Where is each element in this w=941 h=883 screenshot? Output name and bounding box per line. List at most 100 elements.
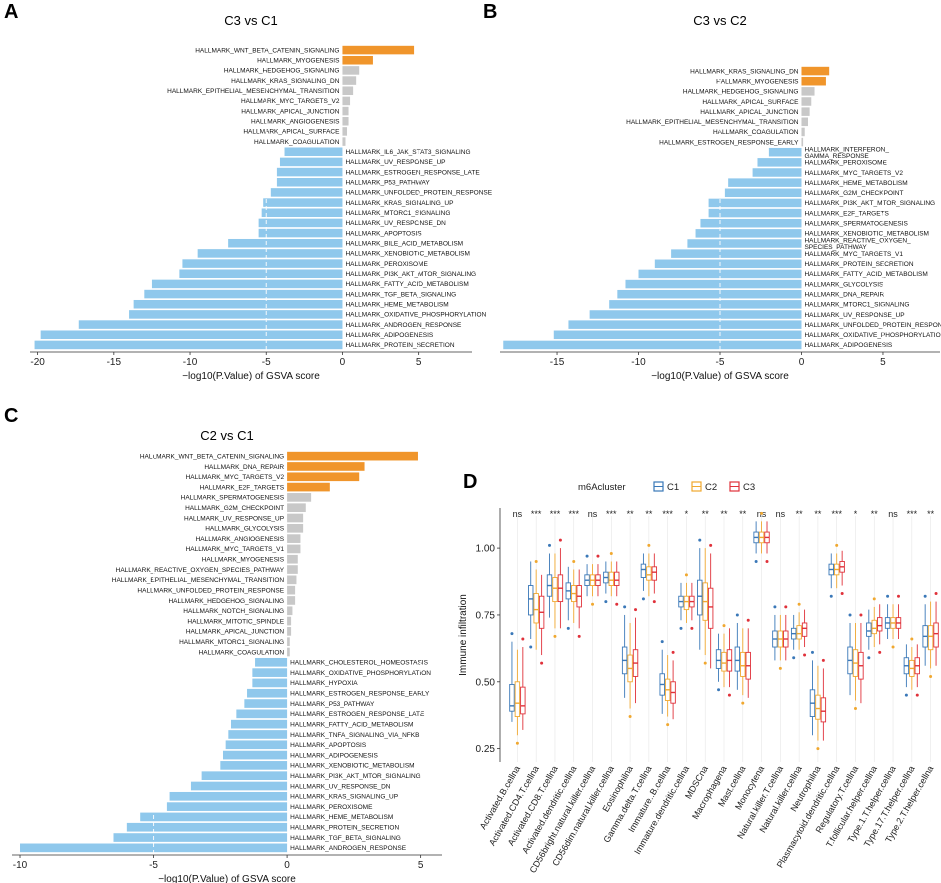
bar-label: HALLMARK_MTORC1_SIGNALING [804, 302, 909, 309]
bar-label: HALLMARK_EPITHELIAL_MESENCHYMAL_TRANSITI… [626, 119, 799, 126]
bar [342, 116, 349, 126]
bar [40, 330, 343, 340]
bar-label: HALLMARK_PEROXISOME [345, 261, 428, 268]
bar-label: HALLMARK_TGF_BETA_SIGNALING [290, 835, 401, 842]
bar [724, 188, 802, 198]
outlier [709, 543, 713, 547]
box [528, 585, 534, 616]
y-tick-label: 0.50 [476, 677, 496, 688]
outlier [760, 511, 764, 515]
y-tick-label: 0.75 [476, 610, 496, 621]
x-tick-label: 0 [284, 860, 290, 871]
bar [263, 198, 343, 207]
outlier [596, 554, 600, 558]
x-tick-label: -5 [149, 860, 158, 871]
outlier [572, 559, 576, 563]
outlier [754, 559, 758, 563]
outlier [878, 650, 882, 654]
bar-label: HALLMARK_EPITHELIAL_MESENCHYMAL_TRANSITI… [167, 88, 340, 95]
bar [258, 228, 343, 238]
x-tick-label: 0 [799, 357, 805, 368]
box [651, 566, 658, 581]
outlier [741, 701, 745, 705]
bar-label: HALLMARK_COAGULATION [199, 649, 285, 656]
x-tick-label: -10 [631, 357, 646, 368]
significance-label: ns [588, 509, 598, 519]
bar [287, 534, 301, 543]
outlier [915, 693, 919, 697]
panel-label-c: C [4, 405, 18, 427]
bar-label: HALLMARK_TNFA_SIGNALING_VIA_NFKB [290, 732, 419, 739]
bar [801, 107, 810, 116]
bar-label: HALLMARK_P53_PATHWAY [290, 701, 375, 708]
outlier [515, 741, 519, 745]
bar [687, 239, 802, 248]
outlier [529, 645, 533, 649]
outlier [660, 640, 664, 644]
outlier [835, 543, 839, 547]
bar-label: HALLMARK_PROTEIN_SECRETION [345, 342, 454, 349]
bar [222, 750, 288, 760]
bar-label: HALLMARK_APOPTOSIS [345, 230, 422, 237]
bar-label: HALLMARK_XENOBIOTIC_METABOLISM [345, 251, 470, 258]
outlier [848, 613, 852, 617]
significance-label: *** [568, 509, 579, 519]
outlier [585, 554, 589, 558]
bar-label: HALLMARK_UV_RESPONSE_DN [345, 220, 446, 227]
bar-label: HALLMARK_PI3K_AKT_MTOR_SIGNALING [804, 200, 935, 207]
outlier [553, 634, 557, 638]
outlier [735, 613, 739, 617]
bar-label: HALLMARK_ESTROGEN_RESPONSE_LATE [345, 169, 480, 176]
bar [182, 259, 343, 268]
panel-label-d: D [463, 471, 477, 493]
outlier [797, 602, 801, 606]
x-axis-title: −log10(P.Value) of GSVA score [651, 371, 789, 382]
bar [801, 117, 808, 127]
box [740, 651, 746, 677]
box [683, 595, 690, 611]
bar [287, 575, 297, 585]
chart-title: C3 vs C2 [693, 13, 746, 28]
bar [255, 657, 288, 667]
outlier [746, 618, 750, 622]
bar-label: HALLMARK_UV_RESPONSE_UP [345, 159, 445, 166]
bar [169, 791, 288, 801]
bar-label: HALLMARK_ANDROGEN_RESPONSE [290, 845, 407, 852]
bar-label: HALLMARK_COAGULATION [254, 139, 340, 146]
bar [625, 279, 802, 289]
significance-label: *** [907, 509, 918, 519]
bar [801, 137, 804, 147]
significance-label: ns [888, 509, 898, 519]
box [871, 619, 877, 635]
bar-label: HALLMARK_KRAS_SIGNALING_DN [690, 68, 799, 75]
x-tick-label: 5 [416, 357, 422, 368]
bar-label: HALLMARK_XENOBIOTIC_METABOLISM [804, 231, 929, 238]
x-tick-label: -10 [13, 860, 28, 871]
bar [252, 668, 288, 677]
bar [287, 482, 330, 492]
bar-label: HALLMARK_INTERFERON_ GAMMA_RESPONSE [804, 146, 889, 160]
bar-label: HALLMARK_IL6_JAK_STAT3_SIGNALING [345, 149, 470, 156]
bar [287, 523, 304, 533]
bar [276, 177, 343, 187]
significance-label: ns [776, 509, 786, 519]
outlier [872, 597, 876, 601]
outlier [803, 653, 807, 657]
bar [609, 300, 802, 309]
bar-label: HALLMARK_UV_RESPONSE_DN [290, 783, 391, 790]
significance-label: *** [662, 509, 673, 519]
bar-label: HALLMARK_EPITHELIAL_MESENCHYMAL_TRANSITI… [112, 577, 285, 584]
bar [342, 106, 349, 116]
outlier [684, 573, 688, 577]
outlier [910, 637, 914, 641]
bar [190, 781, 288, 791]
bar [252, 678, 288, 688]
bar [757, 158, 802, 167]
bar-label: HALLMARK_WNT_BETA_CATENIN_SIGNALING [140, 453, 284, 460]
bar [276, 167, 343, 177]
bar-label: HALLMARK_HEME_METABOLISM [345, 302, 448, 309]
bar [801, 76, 826, 86]
bar-label: HALLMARK_MYOGENESIS [257, 58, 340, 65]
bar [287, 606, 293, 616]
